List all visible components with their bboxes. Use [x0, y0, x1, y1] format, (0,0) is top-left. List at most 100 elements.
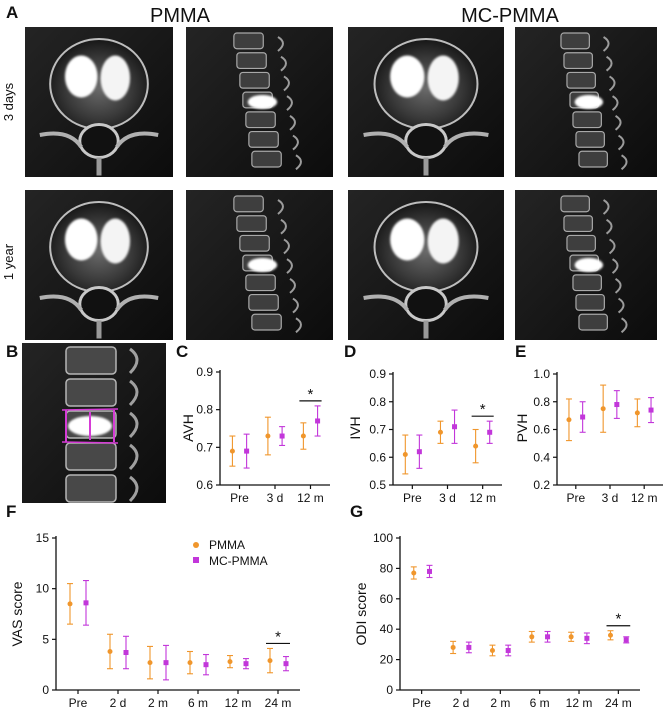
significance-star: *	[615, 611, 621, 628]
facet	[614, 114, 622, 131]
y-tick-label: 0.9	[369, 367, 386, 381]
x-tick-label: 6 m	[530, 696, 550, 710]
y-tick-label: 0.9	[196, 365, 213, 379]
data-point-mc-pmma	[648, 407, 654, 413]
cement-deposit	[427, 55, 459, 101]
x-tick-label: 12 m	[225, 696, 252, 710]
vertebra	[575, 130, 605, 148]
data-point-pmma	[489, 647, 495, 653]
data-point-pmma	[607, 632, 613, 638]
transverse-process	[363, 294, 409, 312]
facet	[283, 75, 290, 92]
facet	[277, 199, 284, 215]
data-point-mc-pmma	[163, 660, 169, 666]
vertebral-body	[49, 38, 149, 130]
vertebra	[236, 215, 267, 233]
y-tick-label: 10	[36, 582, 50, 596]
facet	[286, 95, 293, 111]
cement-deposit	[64, 55, 98, 98]
cement-deposit	[574, 95, 604, 109]
data-point-pmma	[411, 570, 417, 576]
data-point-pmma	[473, 443, 479, 449]
data-point-pmma	[529, 634, 535, 640]
facet	[608, 75, 616, 92]
data-point-mc-pmma	[623, 637, 629, 643]
vertebra	[239, 71, 270, 89]
x-tick-label: 12 m	[566, 696, 593, 710]
vertebra	[248, 293, 279, 311]
vertebra	[65, 442, 117, 471]
ct-image	[186, 190, 333, 340]
panel-letter-b: B	[6, 342, 18, 361]
x-tick-label: 6 m	[188, 696, 208, 710]
facet	[605, 55, 613, 72]
y-tick-label: 100	[373, 531, 393, 545]
data-point-pmma	[634, 410, 640, 416]
panel-letter-e: E	[515, 342, 526, 361]
data-point-mc-pmma	[83, 600, 89, 606]
vertebra	[233, 32, 264, 50]
panel-letter-a: A	[6, 3, 18, 22]
data-point-mc-pmma	[416, 449, 422, 455]
data-point-mc-pmma	[123, 650, 129, 656]
ct-image	[25, 190, 173, 340]
x-tick-label: 3 d	[267, 491, 284, 505]
y-tick-label: 0.8	[369, 395, 386, 409]
facet	[289, 114, 296, 131]
data-point-mc-pmma	[584, 635, 590, 641]
y-tick-label: 0.6	[196, 478, 213, 492]
vertebral-body	[49, 201, 149, 293]
sagittal-measurement-image	[22, 343, 166, 503]
ct-image	[25, 27, 173, 177]
cement-deposit	[574, 258, 604, 272]
x-tick-label: Pre	[412, 696, 431, 710]
vertebra	[239, 234, 270, 252]
data-point-mc-pmma	[614, 402, 620, 408]
y-tick-label: 5	[42, 632, 49, 646]
x-tick-label: 12 m	[631, 491, 658, 505]
x-tick-label: 12 m	[297, 491, 324, 505]
posterior-element	[128, 411, 139, 439]
ct-image	[348, 190, 504, 340]
posterior-element	[128, 443, 139, 471]
cement-deposit	[427, 218, 459, 264]
data-point-mc-pmma	[545, 634, 551, 640]
x-tick-label: 2 d	[110, 696, 127, 710]
facet	[611, 258, 619, 274]
y-axis-title: VAS score	[9, 581, 25, 646]
x-tick-label: 2 m	[490, 696, 510, 710]
vertebra	[65, 474, 117, 503]
ct-image-grid	[25, 27, 657, 340]
row-label-1-year: 1 year	[1, 243, 16, 280]
posterior-element	[128, 379, 139, 407]
data-point-pmma	[450, 644, 456, 650]
panel-letter-c: C	[176, 342, 188, 361]
chart-panel-e: E 0.2 0.4 0.6 0.8 1.0 Pre 3 d 12 m PVH	[514, 342, 663, 505]
spinal-canal	[78, 123, 120, 159]
y-tick-label: 15	[36, 531, 50, 545]
data-point-pmma	[67, 601, 73, 607]
ct-image	[515, 190, 657, 340]
spinal-canal	[404, 123, 448, 159]
x-tick-label: Pre	[403, 491, 422, 505]
endplate-line	[61, 408, 119, 444]
facet	[602, 36, 610, 52]
chart-panel-g: G 0 20 40 60 80 100 Pre 2 d 2 m 6 m 12 m 24 m ODI sco…	[350, 502, 640, 710]
spinal-canal	[78, 286, 120, 322]
y-tick-label: 60	[380, 592, 394, 606]
group-title-pmma: PMMA	[150, 5, 211, 27]
facet	[295, 154, 302, 171]
y-tick-label: 0.5	[369, 478, 386, 492]
transverse-process	[39, 131, 83, 149]
cement-deposit	[64, 218, 98, 261]
facet	[286, 258, 293, 274]
cement-deposit	[247, 258, 278, 272]
data-point-mc-pmma	[203, 662, 209, 668]
x-tick-label: Pre	[69, 696, 88, 710]
x-tick-label: Pre	[230, 491, 249, 505]
vertebra	[65, 346, 117, 375]
x-tick-label: 3 d	[439, 491, 456, 505]
posterior-element	[128, 475, 139, 503]
facet	[283, 238, 290, 255]
